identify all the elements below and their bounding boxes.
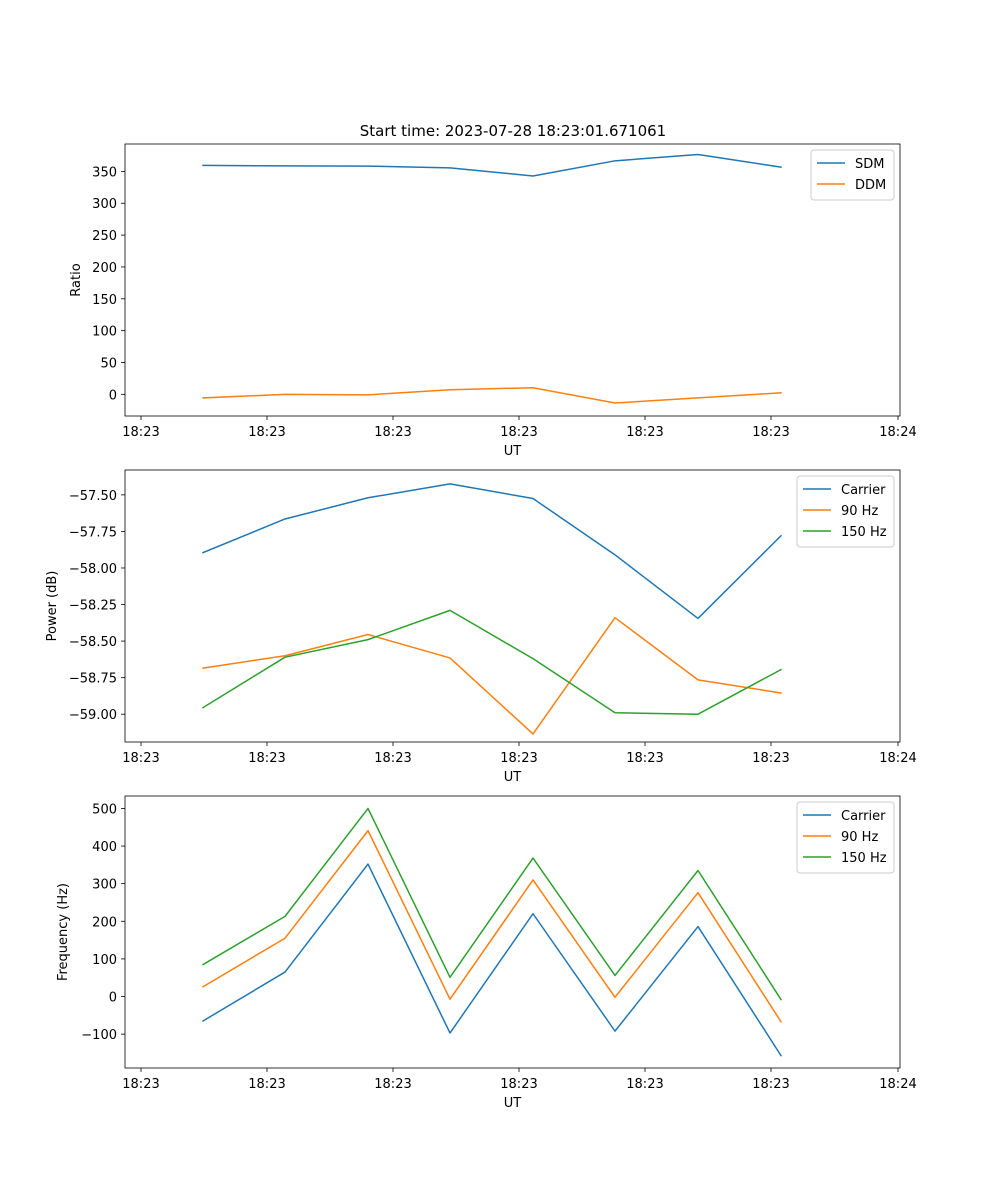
y-tick-label: 300 (92, 878, 117, 893)
series-line-carrier (201, 863, 783, 1057)
series-line-150-hz (201, 807, 783, 1001)
y-tick-label: 500 (92, 802, 117, 817)
y-tick-label: 200 (92, 261, 117, 276)
y-tick-label: 250 (92, 229, 117, 244)
chart-panel-1: 18:23 18:23 18:23 18:23 18:23 18:23 18:24 UT 0 50… (69, 143, 917, 459)
series-line-90-hz (201, 829, 783, 1023)
legend-label: 150 Hz (841, 851, 887, 866)
y-tick-label: −58.50 (69, 635, 117, 650)
axes-frame (124, 795, 901, 1069)
legend-box (796, 475, 895, 548)
x-tick-label: 18:23 (122, 1077, 159, 1092)
y-tick-label: 350 (92, 165, 117, 180)
series-line-150-hz (201, 609, 783, 715)
x-tick-label: 18:24 (879, 1077, 916, 1092)
x-tick-label: 18:23 (500, 1077, 537, 1092)
x-tick-label: 18:23 (500, 425, 537, 440)
x-tick-label: 18:23 (752, 1077, 789, 1092)
x-tick-label: 18:23 (752, 425, 789, 440)
x-tick-label: 18:23 (752, 751, 789, 766)
y-tick-label: −58.00 (69, 562, 117, 577)
legend-label: Carrier (841, 483, 886, 498)
y-tick-label: 0 (109, 991, 117, 1006)
y-tick-label: −59.00 (69, 708, 117, 723)
x-tick-label: 18:23 (626, 751, 663, 766)
y-tick-label: −57.50 (69, 489, 117, 504)
legend-label: 150 Hz (841, 525, 887, 540)
y-tick-label: −58.75 (69, 672, 117, 687)
y-axis-label: Frequency (Hz) (56, 883, 71, 981)
series-line-ddm (202, 386, 782, 404)
series-line-carrier (202, 483, 783, 620)
x-tick-label: 18:23 (626, 425, 663, 440)
x-tick-label: 18:23 (374, 1077, 411, 1092)
x-tick-label: 18:23 (374, 425, 411, 440)
y-tick-label: 400 (92, 840, 117, 855)
y-tick-label: −100 (81, 1028, 117, 1043)
y-tick-label: 100 (92, 325, 117, 340)
legend-box (796, 801, 895, 874)
series-line-sdm (202, 153, 782, 177)
axes-frame (124, 143, 901, 417)
y-tick-label: 300 (92, 197, 117, 212)
panels: 18:23 18:23 18:23 18:23 18:23 18:23 18:24 UT 0 50… (45, 143, 917, 1111)
x-tick-label: 18:23 (500, 751, 537, 766)
y-tick-label: 0 (109, 388, 117, 403)
chart-panel-3: 18:23 18:23 18:23 18:23 18:23 18:23 18:24 UT −10… (56, 795, 917, 1111)
chart-title: Start time: 2023-07-28 18:23:01.671061 (360, 122, 666, 140)
series-line-90-hz (202, 616, 782, 735)
y-tick-label: 50 (100, 356, 117, 371)
x-tick-label: 18:23 (248, 425, 285, 440)
legend: Carrier 90 Hz 150 Hz (796, 475, 895, 548)
legend-label: SDM (855, 157, 884, 172)
x-axis-label: UT (504, 1096, 522, 1111)
y-tick-label: −58.25 (69, 599, 117, 614)
x-tick-label: 18:23 (122, 751, 159, 766)
x-tick-label: 18:23 (122, 425, 159, 440)
legend-label: 90 Hz (841, 830, 878, 845)
axes-frame (124, 469, 901, 743)
x-tick-label: 18:23 (626, 1077, 663, 1092)
x-tick-label: 18:24 (879, 751, 916, 766)
y-axis-label: Power (dB) (45, 571, 60, 642)
x-tick-label: 18:23 (374, 751, 411, 766)
x-axis-label: UT (504, 770, 522, 785)
y-tick-label: 200 (92, 915, 117, 930)
y-tick-label: −57.75 (69, 525, 117, 540)
y-tick-label: 150 (92, 293, 117, 308)
legend-label: DDM (855, 178, 886, 193)
legend-label: Carrier (841, 809, 886, 824)
legend: SDM DDM (810, 149, 895, 201)
y-axis-label: Ratio (69, 263, 84, 296)
y-tick-label: 100 (92, 953, 117, 968)
x-tick-label: 18:23 (248, 1077, 285, 1092)
x-axis-label: UT (504, 444, 522, 459)
legend: Carrier 90 Hz 150 Hz (796, 801, 895, 874)
chart-panel-2: 18:23 18:23 18:23 18:23 18:23 18:23 18:24 UT −59… (45, 469, 917, 785)
legend-label: 90 Hz (841, 504, 878, 519)
x-tick-label: 18:24 (879, 425, 916, 440)
x-tick-label: 18:23 (248, 751, 285, 766)
